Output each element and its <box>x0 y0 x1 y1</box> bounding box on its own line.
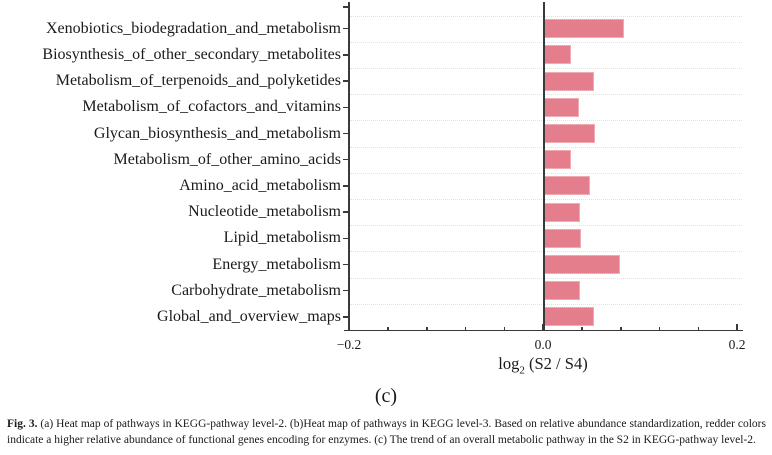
x-axis-title: log2 (S2 / S4) <box>498 354 587 376</box>
category-label: Energy_metabolism <box>212 255 341 273</box>
x-axis-minor-tick <box>503 326 506 330</box>
gridline <box>350 225 742 227</box>
y-axis-tick <box>343 106 348 109</box>
y-axis-tick <box>343 54 348 56</box>
x-axis-minor-tick <box>658 326 661 330</box>
y-axis-tick <box>343 80 348 82</box>
x-axis-title-base: log <box>498 354 520 373</box>
y-axis-tick <box>343 27 348 30</box>
x-axis-major-tick <box>542 324 544 330</box>
gridline <box>350 120 742 122</box>
bar <box>543 45 572 65</box>
category-label: Glycan_biosynthesis_and_metabolism <box>93 124 341 142</box>
bar <box>543 176 590 196</box>
gridline <box>350 41 742 43</box>
bar <box>543 202 580 222</box>
gridline <box>350 251 742 253</box>
y-axis-end-tick <box>343 6 348 8</box>
gridline <box>350 15 742 17</box>
bar-chart-plot-area <box>343 2 743 331</box>
category-label: Global_and_overview_maps <box>157 307 341 325</box>
category-label: Metabolism_of_terpenoids_and_polyketides <box>55 72 341 90</box>
category-label: Lipid_metabolism <box>223 229 341 247</box>
gridline <box>350 303 742 305</box>
y-axis-tick <box>343 237 348 240</box>
figure-caption-label: Fig. 3. <box>7 418 38 430</box>
gridline <box>350 146 742 148</box>
gridline <box>350 172 742 174</box>
gridline <box>350 199 742 200</box>
x-axis-major-tick <box>348 324 350 330</box>
bar <box>543 150 572 170</box>
y-axis-tick <box>343 316 348 318</box>
y-axis-tick <box>343 185 348 187</box>
x-tick-label: 0.0 <box>534 337 552 352</box>
bar <box>543 19 625 39</box>
category-label: Metabolism_of_other_amino_acids <box>113 150 341 168</box>
category-label: Nucleotide_metabolism <box>188 203 341 221</box>
bar <box>543 124 596 143</box>
y-axis-tick <box>343 263 348 266</box>
x-axis-minor-tick <box>426 326 428 330</box>
x-axis-minor-tick <box>620 326 622 330</box>
x-axis <box>344 329 743 331</box>
bar <box>543 71 595 91</box>
x-axis-minor-tick <box>464 326 467 330</box>
bar <box>543 228 581 248</box>
category-labels: Xenobiotics_biodegradation_and_metabolis… <box>0 2 341 330</box>
y-axis <box>348 2 350 330</box>
bar <box>543 307 595 327</box>
bar <box>543 255 620 274</box>
category-label: Xenobiotics_biodegradation_and_metabolis… <box>45 19 341 37</box>
figure-caption-text: (a) Heat map of pathways in KEGG-pathway… <box>7 418 766 447</box>
x-tick-label: 0.2 <box>728 337 746 352</box>
gridline <box>350 277 742 279</box>
x-axis-minor-tick <box>387 326 389 330</box>
category-label: Carbohydrate_metabolism <box>171 281 341 299</box>
y-axis-tick <box>343 132 348 135</box>
bar <box>543 97 579 117</box>
x-tick-label: −0.2 <box>336 337 362 352</box>
y-axis-tick <box>343 211 348 213</box>
panel-label: (c) <box>374 385 398 407</box>
gridline <box>350 68 742 69</box>
x-axis-minor-tick <box>581 326 583 330</box>
x-axis-title-rest: (S2 / S4) <box>524 354 588 373</box>
category-label: Amino_acid_metabolism <box>179 176 341 194</box>
x-axis-major-tick <box>736 324 738 330</box>
category-label: Metabolism_of_cofactors_and_vitamins <box>82 98 341 116</box>
category-label: Biosynthesis_of_other_secondary_metaboli… <box>42 45 341 63</box>
x-axis-title-subscript: 2 <box>519 364 525 377</box>
y-axis-tick <box>343 289 348 292</box>
zero-baseline <box>543 2 545 330</box>
y-axis-tick <box>343 158 348 161</box>
figure-caption: Fig. 3. (a) Heat map of pathways in KEGG… <box>7 416 766 449</box>
x-axis-minor-tick <box>697 326 700 330</box>
bar <box>543 281 580 301</box>
gridline <box>350 94 742 96</box>
